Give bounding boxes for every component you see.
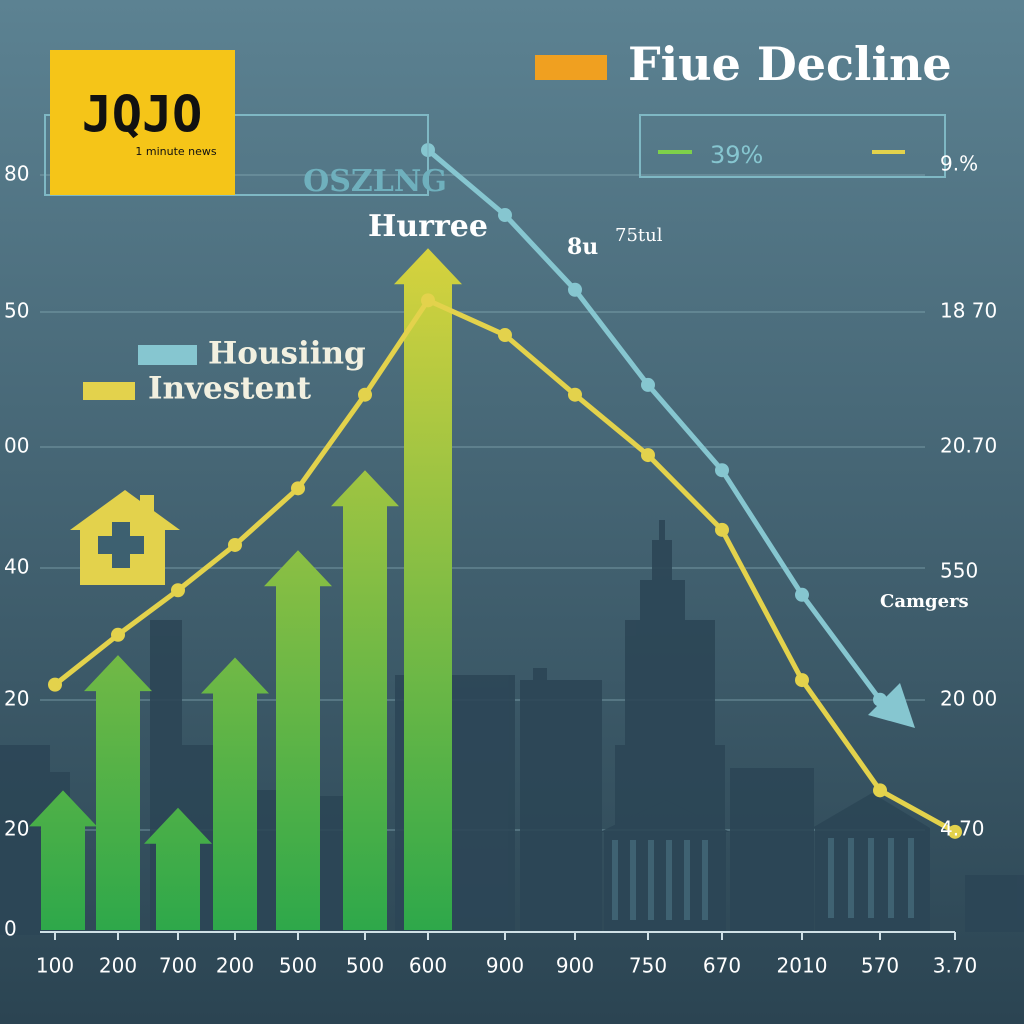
line-point	[948, 824, 962, 839]
line-point	[568, 387, 582, 402]
bar	[394, 248, 462, 931]
annotation: Hurree	[368, 209, 488, 244]
line-point	[568, 282, 582, 297]
frame	[44, 114, 429, 196]
logo-box	[50, 50, 235, 195]
bar	[331, 470, 399, 930]
title-swatch	[535, 55, 607, 80]
annotation: OSZLNG	[303, 164, 447, 199]
x-tick-label: 200	[216, 954, 254, 978]
line-point	[795, 587, 809, 602]
annotation: 8u	[567, 234, 598, 260]
right-axis-label: 20 00	[940, 687, 997, 711]
x-tick-label: 500	[346, 954, 384, 978]
legend-label: Investent	[148, 371, 312, 407]
left-axis-label: 50	[4, 299, 29, 323]
columns	[612, 838, 914, 920]
left-axis-label: 20	[4, 817, 29, 841]
x-tick-label: 600	[409, 954, 447, 978]
arrow-head	[868, 683, 915, 728]
x-tick-label: 500	[279, 954, 317, 978]
right-axis-label: 18 70	[940, 299, 997, 323]
bar	[201, 657, 269, 930]
line-point	[498, 328, 512, 343]
line-point	[715, 522, 729, 537]
bar	[84, 655, 152, 930]
x-tick-label: 700	[159, 954, 197, 978]
line-point	[641, 448, 655, 463]
line-point	[641, 377, 655, 392]
house-icon	[70, 490, 180, 585]
info-box	[639, 114, 946, 178]
annotation: Camgers	[880, 591, 969, 612]
x-tick-label: 200	[99, 954, 137, 978]
logo: JQJO	[82, 86, 202, 144]
right-axis-label: 9.%	[940, 152, 978, 176]
right-axis-label: 550	[940, 559, 978, 583]
line	[53, 297, 957, 835]
box-label: 39%	[710, 141, 763, 169]
x-tick-label: 750	[629, 954, 667, 978]
x-tick-label: 570	[861, 954, 899, 978]
left-axis-label: 80	[4, 162, 29, 186]
line-point	[715, 463, 729, 478]
legend-swatch	[138, 345, 197, 365]
line-point	[358, 387, 372, 402]
bar	[29, 790, 97, 930]
logo-subtitle: 1 minute news	[135, 145, 217, 158]
left-axis-label: 00	[4, 434, 29, 458]
line-point	[291, 481, 305, 496]
x-tick-label: 900	[486, 954, 524, 978]
legend-label: Housiing	[208, 336, 366, 372]
annotation: 75tul	[615, 225, 663, 246]
left-axis-label: 20	[4, 687, 29, 711]
line-point	[48, 677, 62, 692]
x-tick-label: 670	[703, 954, 741, 978]
line-point	[421, 293, 435, 308]
line-point	[111, 627, 125, 642]
left-axis-label: 40	[4, 555, 29, 579]
x-tick-label: 100	[36, 954, 74, 978]
line-point	[171, 583, 185, 598]
chart-title: Fiue Decline	[628, 37, 952, 91]
left-axis-label: 0	[4, 917, 17, 941]
legend-swatch	[83, 382, 135, 400]
x-tick-label: 3.70	[933, 954, 978, 978]
line-point	[498, 208, 512, 223]
marks	[29, 143, 962, 940]
line-point	[873, 783, 887, 798]
right-axis-label: 4.70	[940, 817, 985, 841]
x-tick-label: 2010	[777, 954, 828, 978]
bar	[264, 550, 332, 930]
line-point	[795, 673, 809, 688]
x-tick-label: 900	[556, 954, 594, 978]
bar	[144, 807, 212, 930]
right-axis-label: 20.70	[940, 434, 997, 458]
line-point	[228, 537, 242, 552]
